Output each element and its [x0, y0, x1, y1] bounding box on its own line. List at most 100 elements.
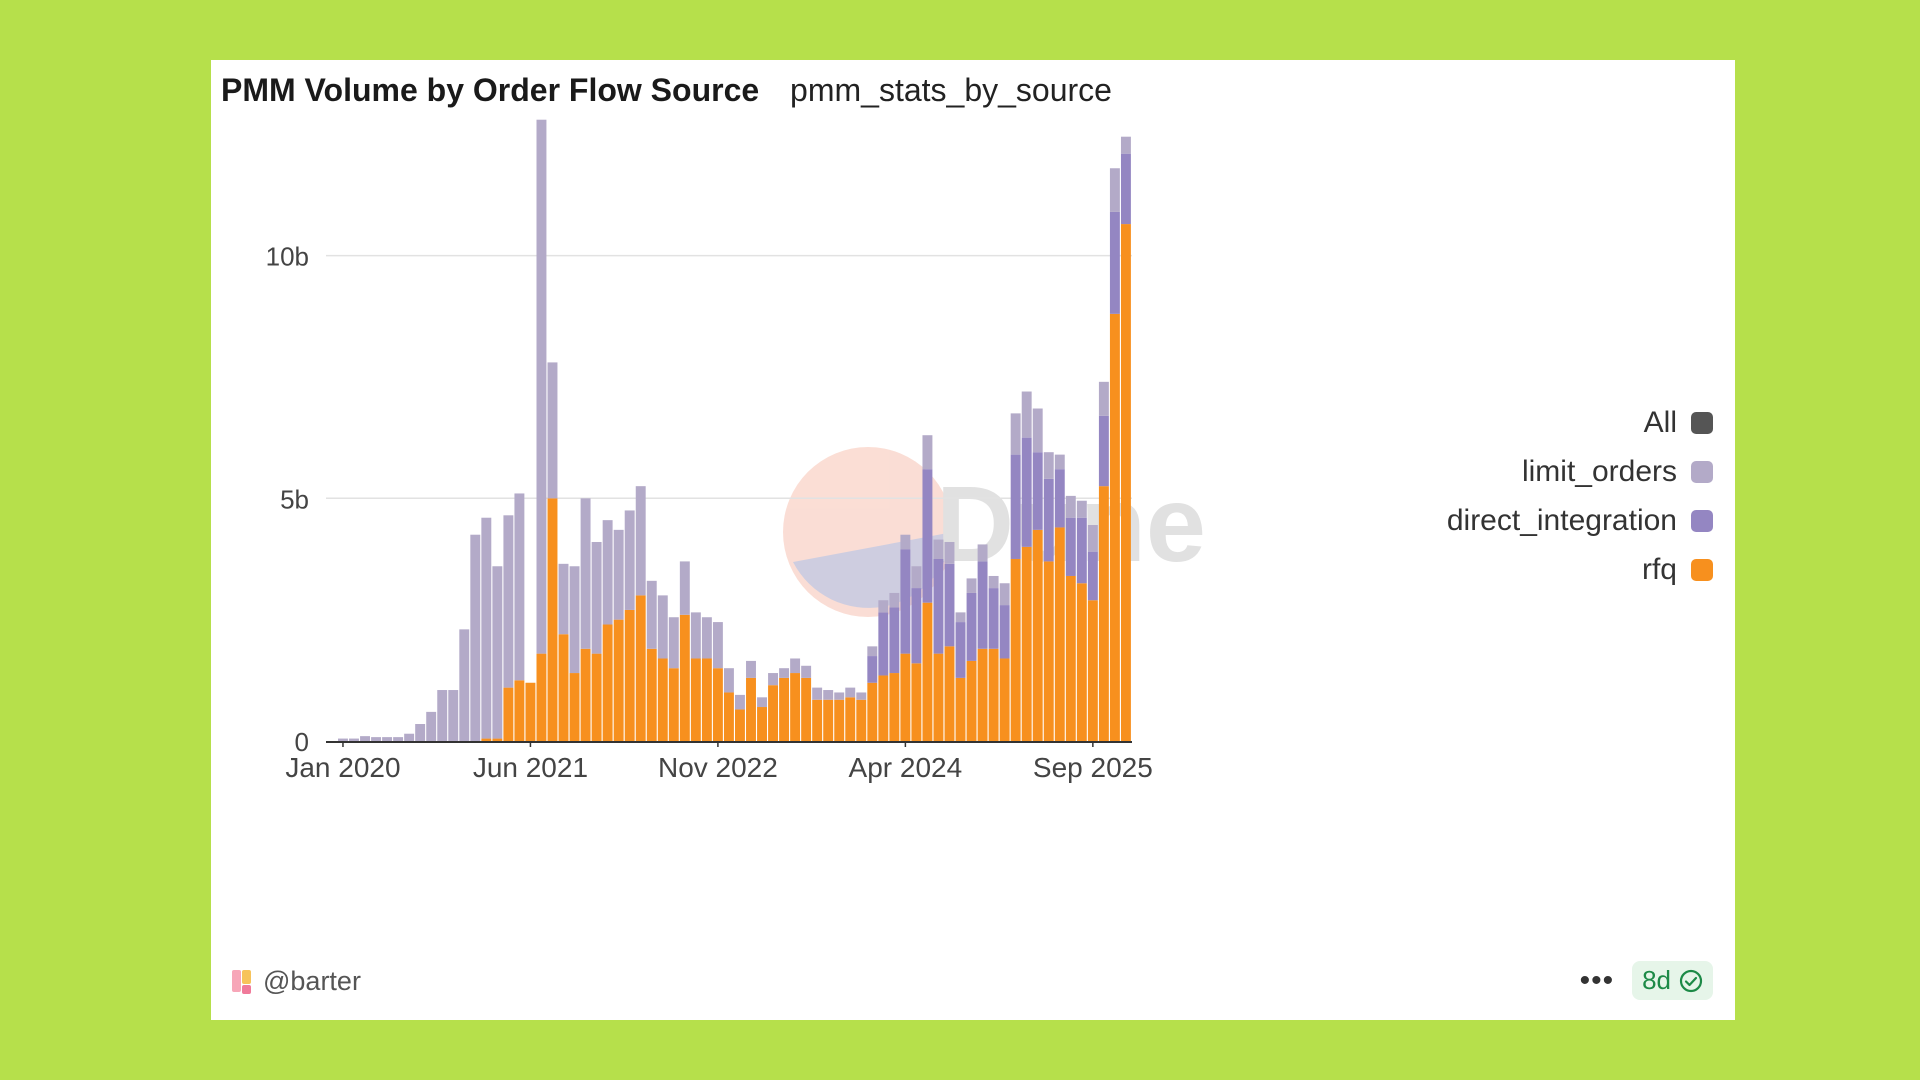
- bar-rfq[interactable]: [657, 658, 668, 741]
- bar-rfq[interactable]: [1054, 527, 1065, 741]
- bar-limit-orders[interactable]: [988, 575, 999, 589]
- bar-direct-integration[interactable]: [944, 563, 955, 647]
- bar-limit-orders[interactable]: [1076, 500, 1087, 518]
- bar-limit-orders[interactable]: [966, 578, 977, 593]
- bar-rfq[interactable]: [834, 699, 845, 741]
- bar-rfq[interactable]: [779, 677, 790, 741]
- bar-limit-orders[interactable]: [999, 583, 1010, 606]
- bar-rfq[interactable]: [569, 673, 580, 741]
- bar-rfq[interactable]: [558, 634, 569, 741]
- legend-item-rfq[interactable]: rfq: [1447, 545, 1713, 594]
- bar-limit-orders[interactable]: [415, 724, 426, 741]
- bar-limit-orders[interactable]: [1120, 136, 1131, 154]
- bar-limit-orders[interactable]: [481, 517, 492, 739]
- bar-rfq[interactable]: [878, 675, 889, 741]
- bar-limit-orders[interactable]: [701, 617, 712, 659]
- bar-limit-orders[interactable]: [790, 658, 801, 674]
- bar-rfq[interactable]: [514, 680, 525, 741]
- bar-rfq[interactable]: [1076, 583, 1087, 741]
- author[interactable]: @barter: [231, 966, 361, 997]
- bar-rfq[interactable]: [536, 653, 547, 741]
- bar-limit-orders[interactable]: [922, 435, 933, 470]
- bar-rfq[interactable]: [481, 738, 492, 741]
- bar-limit-orders[interactable]: [393, 737, 404, 741]
- bar-limit-orders[interactable]: [1043, 452, 1054, 479]
- bar-limit-orders[interactable]: [646, 580, 657, 649]
- bar-rfq[interactable]: [867, 682, 878, 741]
- bar-limit-orders[interactable]: [944, 541, 955, 564]
- bar-rfq[interactable]: [580, 648, 591, 741]
- bar-direct-integration[interactable]: [966, 592, 977, 661]
- bar-rfq[interactable]: [801, 677, 812, 741]
- bar-limit-orders[interactable]: [426, 711, 437, 741]
- bar-rfq[interactable]: [746, 677, 756, 741]
- bar-rfq[interactable]: [856, 699, 867, 741]
- bar-rfq[interactable]: [988, 648, 999, 741]
- bar-rfq[interactable]: [735, 709, 745, 741]
- bar-limit-orders[interactable]: [404, 733, 415, 741]
- bar-limit-orders[interactable]: [690, 612, 701, 659]
- bar-rfq[interactable]: [977, 648, 988, 741]
- bar-rfq[interactable]: [955, 677, 966, 741]
- bar-limit-orders[interactable]: [1032, 408, 1043, 453]
- bar-rfq[interactable]: [911, 663, 922, 741]
- bar-limit-orders[interactable]: [1010, 413, 1021, 455]
- bar-limit-orders[interactable]: [845, 687, 856, 698]
- bar-limit-orders[interactable]: [382, 737, 393, 741]
- legend-item-direct-integration[interactable]: direct_integration: [1447, 496, 1713, 545]
- bar-rfq[interactable]: [790, 673, 801, 741]
- bar-direct-integration[interactable]: [1109, 211, 1120, 314]
- bar-rfq[interactable]: [922, 602, 933, 741]
- bar-rfq[interactable]: [525, 682, 536, 741]
- bar-rfq[interactable]: [547, 498, 558, 741]
- refresh-age-badge[interactable]: 8d: [1632, 961, 1713, 1000]
- bar-limit-orders[interactable]: [514, 493, 525, 681]
- bar-direct-integration[interactable]: [1010, 454, 1021, 559]
- bar-rfq[interactable]: [646, 648, 657, 741]
- bar-rfq[interactable]: [933, 653, 944, 741]
- bar-direct-integration[interactable]: [1065, 517, 1076, 576]
- bar-limit-orders[interactable]: [801, 665, 812, 678]
- bar-limit-orders[interactable]: [459, 629, 470, 741]
- bar-rfq[interactable]: [1043, 561, 1054, 741]
- bar-rfq[interactable]: [1120, 224, 1131, 741]
- bar-limit-orders[interactable]: [779, 668, 790, 678]
- bar-direct-integration[interactable]: [1076, 517, 1087, 584]
- bar-rfq[interactable]: [679, 614, 690, 741]
- bar-rfq[interactable]: [690, 658, 701, 741]
- bar-limit-orders[interactable]: [1098, 381, 1109, 416]
- bar-direct-integration[interactable]: [1043, 478, 1054, 562]
- bar-limit-orders[interactable]: [338, 738, 348, 741]
- more-options-icon[interactable]: •••: [1579, 963, 1615, 997]
- bar-rfq[interactable]: [635, 595, 646, 741]
- bar-limit-orders[interactable]: [679, 561, 690, 615]
- bar-direct-integration[interactable]: [1087, 551, 1098, 601]
- bar-rfq[interactable]: [757, 707, 767, 741]
- bar-direct-integration[interactable]: [977, 561, 988, 649]
- bar-direct-integration[interactable]: [1054, 469, 1065, 528]
- bar-direct-integration[interactable]: [1098, 415, 1109, 487]
- bar-limit-orders[interactable]: [757, 697, 767, 708]
- bar-limit-orders[interactable]: [536, 119, 547, 654]
- bar-rfq[interactable]: [503, 687, 514, 741]
- bar-rfq[interactable]: [1098, 486, 1109, 741]
- bar-limit-orders[interactable]: [624, 510, 635, 610]
- bar-rfq[interactable]: [712, 668, 723, 741]
- bar-rfq[interactable]: [613, 619, 624, 741]
- bar-limit-orders[interactable]: [569, 566, 580, 674]
- legend-item-all[interactable]: All: [1447, 398, 1713, 447]
- bar-limit-orders[interactable]: [448, 690, 459, 741]
- bar-limit-orders[interactable]: [613, 529, 624, 620]
- bar-direct-integration[interactable]: [889, 607, 900, 674]
- bar-limit-orders[interactable]: [889, 592, 900, 608]
- bar-rfq[interactable]: [845, 697, 856, 741]
- bar-direct-integration[interactable]: [955, 622, 966, 678]
- bar-rfq[interactable]: [889, 673, 900, 741]
- bar-limit-orders[interactable]: [470, 534, 481, 741]
- bar-limit-orders[interactable]: [812, 687, 823, 700]
- bar-limit-orders[interactable]: [580, 498, 591, 649]
- bar-limit-orders[interactable]: [735, 694, 745, 710]
- bar-direct-integration[interactable]: [1120, 153, 1131, 225]
- bar-direct-integration[interactable]: [867, 656, 878, 683]
- bar-limit-orders[interactable]: [1109, 168, 1120, 212]
